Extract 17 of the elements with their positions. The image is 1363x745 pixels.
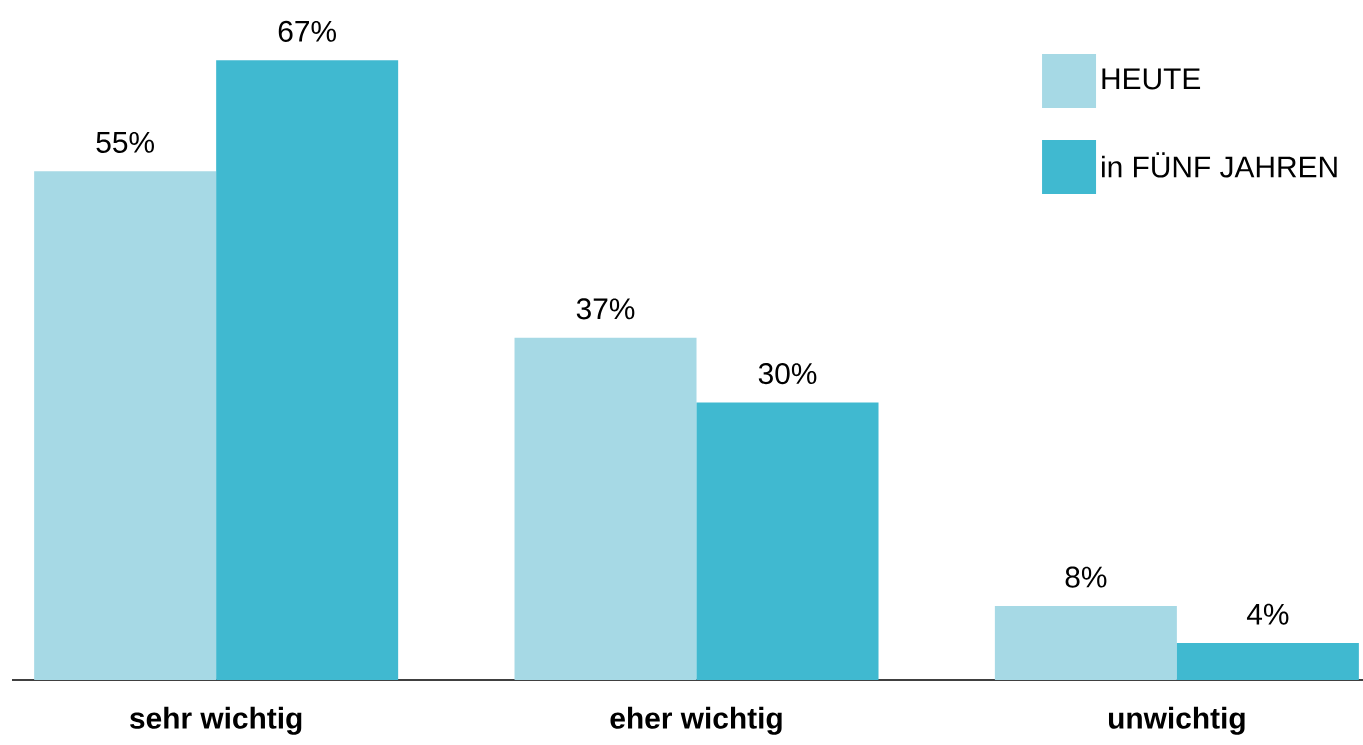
bar	[696, 402, 879, 680]
data-label: 55%	[96, 131, 154, 153]
data-label: 4%	[1246, 603, 1289, 625]
data-label: 30%	[758, 362, 817, 385]
x-tick-label: sehr wichtig	[130, 706, 302, 735]
x-tick-label: eher wichtig	[610, 706, 782, 735]
bar	[994, 606, 1177, 680]
legend-label: in FÜNF JAHREN	[1102, 152, 1337, 178]
bar	[216, 60, 399, 680]
x-tick-label: unwichtig	[1108, 706, 1245, 735]
data-label: 67%	[278, 20, 336, 42]
bar	[34, 171, 217, 680]
bar	[514, 337, 697, 680]
data-label: 8%	[1065, 566, 1107, 588]
bar	[1176, 643, 1359, 680]
data-label: 37%	[576, 298, 635, 320]
legend-label: HEUTE	[1102, 68, 1201, 90]
